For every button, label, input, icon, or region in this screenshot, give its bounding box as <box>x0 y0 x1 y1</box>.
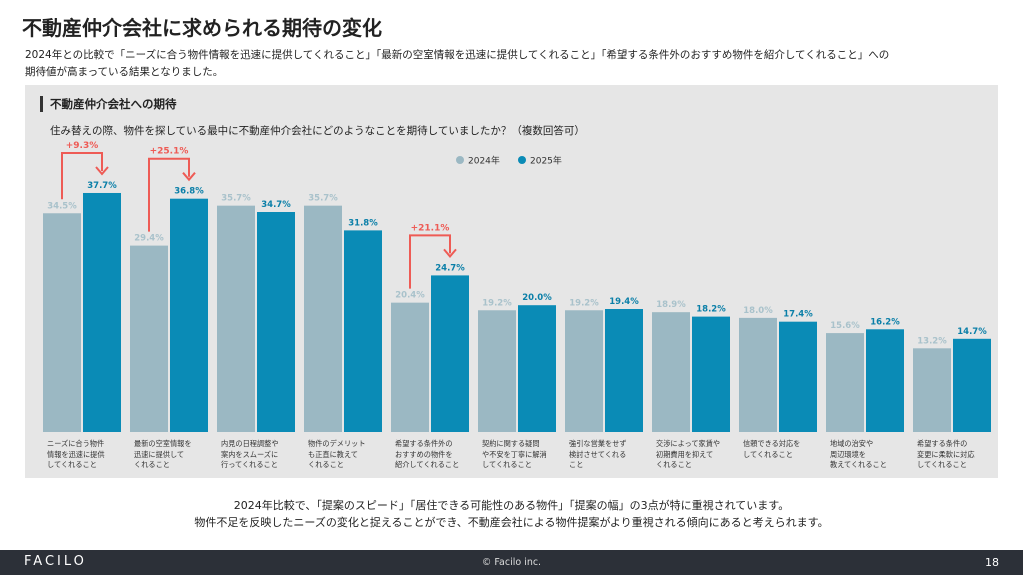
bar <box>518 305 556 432</box>
x-tick-label: 最新の空室情報を 迅速に提供して くれること <box>134 439 192 469</box>
value-label: 18.9% <box>656 300 686 310</box>
bar <box>913 348 951 432</box>
change-arrow <box>409 234 451 289</box>
legend-swatch <box>518 156 526 164</box>
bar <box>779 321 817 432</box>
value-label: 36.8% <box>174 187 204 197</box>
bar <box>83 192 121 432</box>
value-label: 19.2% <box>569 298 599 308</box>
bar <box>605 309 643 432</box>
note: 2024年比較で、「提案のスピード」「居住できる可能性のある物件」「提案の幅」の… <box>194 499 829 529</box>
value-label: 24.7% <box>435 263 465 273</box>
x-tick-label: 地域の治安や 周辺環境を 教えてくれること <box>830 439 887 469</box>
title: 不動産仲介会社に求められる期待の変化 <box>22 16 382 40</box>
value-label: 18.2% <box>696 305 726 315</box>
legend-swatch <box>456 156 464 164</box>
x-tick-label: 希望する条件外の おすすめの物件を 紹介してくれること <box>395 439 460 469</box>
bar <box>652 312 690 432</box>
copyright: © Facilo inc. <box>481 557 542 568</box>
value-label: 13.2% <box>917 336 947 346</box>
bar <box>431 275 469 432</box>
subtitle: 2024年との比較で「ニーズに合う物件情報を迅速に提供してくれること」「最新の空… <box>25 49 890 78</box>
bar <box>170 198 208 432</box>
panel-title: 不動産仲介会社への期待 <box>50 97 177 111</box>
bar <box>391 302 429 432</box>
bar <box>866 329 904 432</box>
value-label: 17.4% <box>783 310 813 320</box>
value-label: 15.6% <box>830 321 860 331</box>
value-label: 20.4% <box>395 291 425 301</box>
logo: FACILO <box>24 554 87 569</box>
bar <box>826 333 864 432</box>
bar <box>953 338 991 432</box>
value-label: 34.5% <box>47 201 77 211</box>
bar <box>43 213 81 432</box>
value-label: 19.4% <box>609 297 639 307</box>
value-label: 37.7% <box>87 181 117 191</box>
value-label: 20.0% <box>522 293 552 303</box>
bar <box>692 316 730 432</box>
legend-label: 2025年 <box>530 155 562 167</box>
bar <box>478 310 516 432</box>
value-label: 35.7% <box>308 194 338 204</box>
question: 住み替えの際、物件を探している最中に不動産仲介会社にどのようなことを期待していま… <box>50 125 585 137</box>
bar <box>257 212 295 432</box>
bar <box>344 230 382 432</box>
legend-label: 2024年 <box>468 155 500 167</box>
x-tick-label: 物件のデメリット も正直に教えて くれること <box>308 439 366 469</box>
value-label: 31.8% <box>348 218 378 228</box>
bar <box>130 245 168 432</box>
x-tick-label: 内見の日程調整や 案内をスムーズに 行ってくれること <box>221 439 279 469</box>
value-label: 16.2% <box>870 317 900 327</box>
value-label: 14.7% <box>957 327 987 337</box>
bar <box>565 310 603 432</box>
bar <box>217 205 255 432</box>
bar <box>739 317 777 432</box>
page-number: 18 <box>985 556 999 569</box>
x-tick-label: ニーズに合う物件 情報を迅速に提供 してくれること <box>47 439 105 469</box>
value-label: 29.4% <box>134 234 164 244</box>
value-label: 35.7% <box>221 194 251 204</box>
change-label: +9.3% <box>66 141 99 151</box>
change-label: +25.1% <box>150 147 189 157</box>
value-label: 19.2% <box>482 298 512 308</box>
change-arrow <box>148 157 190 232</box>
footer <box>0 550 1023 575</box>
x-tick-label: 契約に関する疑問 や不安を丁寧に解消 してくれること <box>482 439 547 469</box>
value-label: 34.7% <box>261 200 291 210</box>
panel-marker <box>40 96 43 112</box>
x-tick-label: 強引な営業をせず 検討させてくれる こと <box>569 439 627 469</box>
x-tick-label: 希望する条件の 変更に柔軟に対応 してくれること <box>917 439 975 469</box>
change-arrow-head <box>95 166 109 176</box>
change-label: +21.1% <box>411 223 450 233</box>
bar <box>304 205 342 432</box>
x-tick-label: 信頼できる対応を してくれること <box>743 439 801 459</box>
value-label: 18.0% <box>743 306 773 316</box>
change-arrow-head <box>182 172 196 182</box>
x-tick-label: 交渉によって家賃や 初期費用を抑えて くれること <box>656 439 721 469</box>
change-arrow <box>61 151 103 200</box>
change-arrow-head <box>443 248 457 258</box>
